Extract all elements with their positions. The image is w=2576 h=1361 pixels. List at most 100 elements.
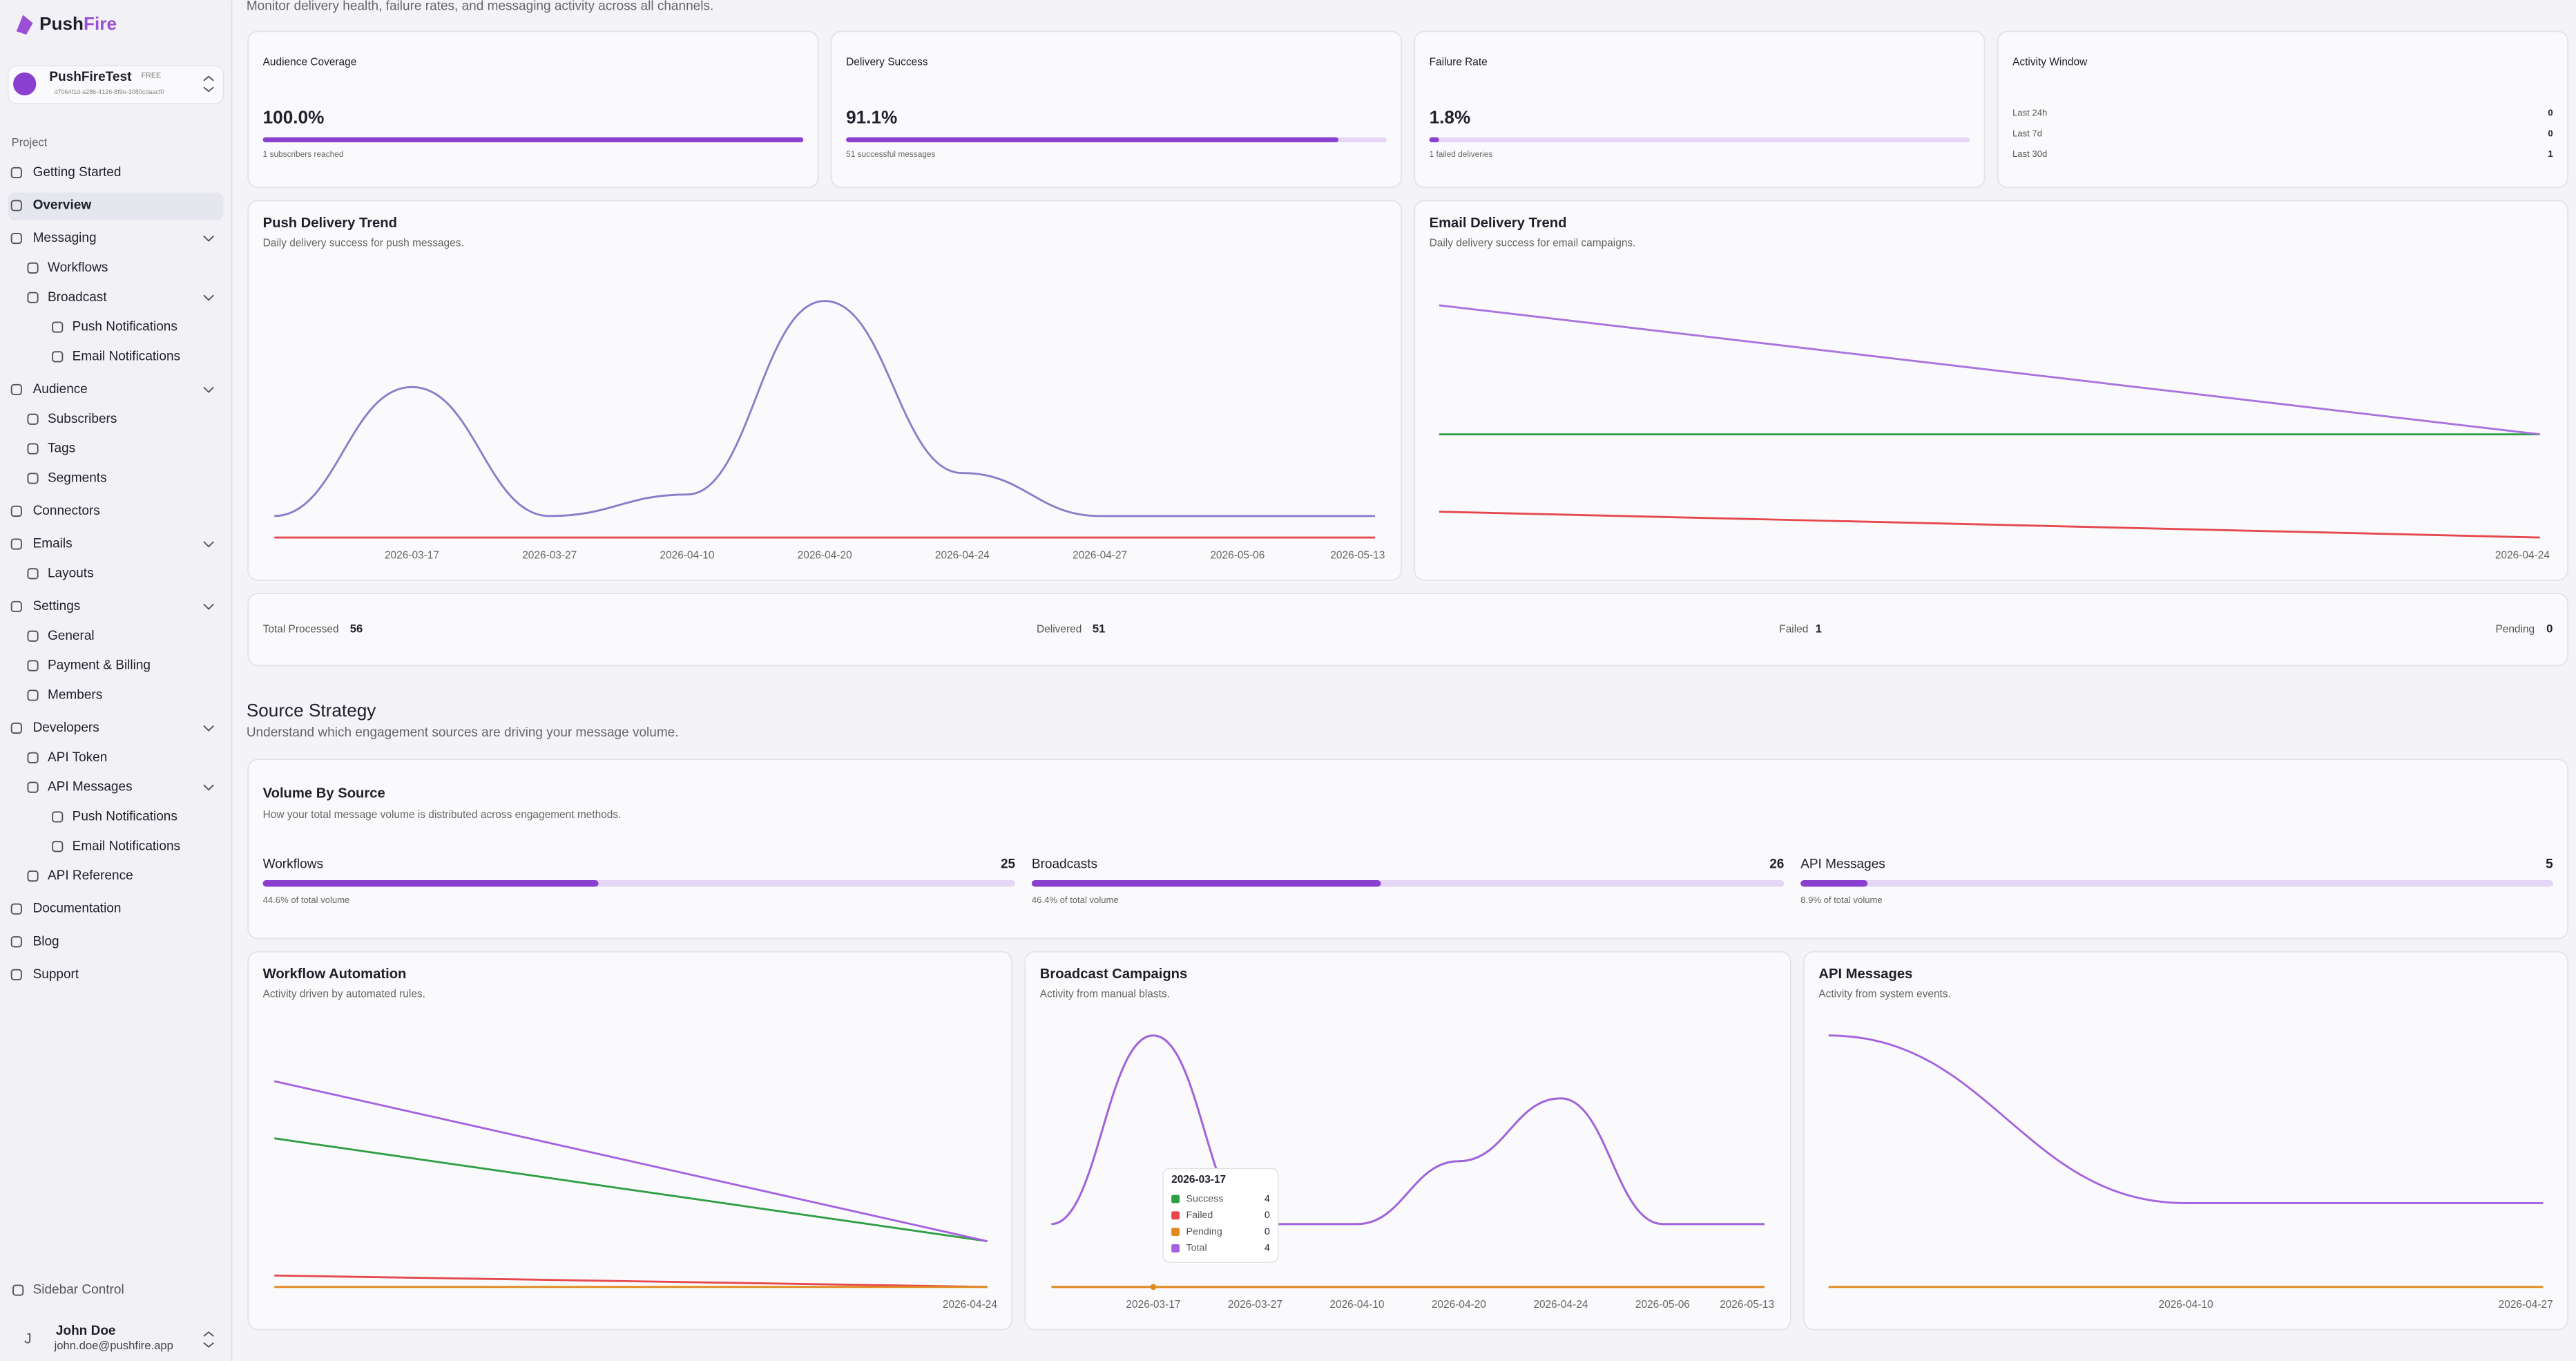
activity-label: Last 30d	[2012, 149, 2047, 159]
series-line	[1439, 304, 2540, 436]
cards	[247, 30, 2569, 1331]
nav-item[interactable]: Blog	[33, 934, 59, 949]
stat-value: 91.1%	[846, 106, 897, 127]
chevron	[203, 294, 214, 301]
nav-item[interactable]: Workflows	[48, 260, 108, 275]
nav-item[interactable]: Members	[48, 687, 102, 702]
user-avatar: J	[24, 1331, 32, 1347]
nav-icon	[10, 969, 22, 980]
stat-title: Delivery Success	[846, 57, 928, 68]
x-tick-label: 2026-04-27	[1073, 549, 1127, 561]
tooltip-title: 2026-03-17	[1171, 1174, 1226, 1186]
nav-item[interactable]: Push Notifications	[73, 320, 177, 334]
chart-title: API Messages	[1818, 967, 1912, 982]
x-tick-label: 2026-04-10	[2159, 1299, 2213, 1311]
summary-value: 1	[1816, 622, 1822, 636]
legend-swatch	[1171, 1228, 1180, 1237]
progress-track	[1429, 137, 1970, 142]
brand-name: Push	[39, 13, 84, 34]
nav-item[interactable]: Emails	[33, 537, 73, 551]
sidebar-control[interactable]: Sidebar Control	[33, 1283, 124, 1297]
updown	[203, 1331, 214, 1348]
nav-item[interactable]: Payment & Billing	[48, 658, 151, 673]
nav-icon	[10, 383, 22, 396]
nav-icon	[52, 811, 64, 823]
nav-item[interactable]: API Token	[48, 750, 107, 765]
nav-item[interactable]: Audience	[33, 382, 88, 397]
legend-swatch	[1171, 1244, 1180, 1253]
nav-item[interactable]: Email Notifications	[73, 349, 180, 363]
section-title: Source Strategy	[247, 700, 376, 721]
nav-icon	[10, 600, 22, 613]
nav-item[interactable]: Segments	[48, 470, 107, 485]
card-title: Volume By Source	[263, 786, 385, 801]
chart-title: Email Delivery Trend	[1430, 216, 1567, 231]
x-tick-label: 2026-05-13	[1720, 1299, 1774, 1311]
x-tick-label: 2026-04-24	[943, 1299, 997, 1311]
x-tick-label: 2026-04-20	[1432, 1299, 1486, 1311]
nav-icon	[10, 936, 22, 948]
stat-note: 1 failed deliveries	[1430, 149, 1493, 159]
nav-item[interactable]: API Reference	[48, 868, 133, 883]
nav-item[interactable]: Developers	[33, 721, 99, 735]
chart-subtitle: Activity from manual blasts.	[1040, 988, 1170, 1000]
activity-value: 0	[2548, 128, 2553, 138]
summary-value: 56	[350, 622, 363, 636]
nav-item[interactable]: Tags	[48, 441, 75, 456]
nav-item[interactable]: Documentation	[33, 902, 122, 916]
section-label: Project	[12, 136, 48, 149]
tooltip-label: Total	[1186, 1243, 1207, 1254]
active-dot	[1150, 1284, 1157, 1291]
nav-icon	[27, 752, 39, 763]
legend-swatch	[1171, 1195, 1180, 1203]
nav-item[interactable]: API Messages	[48, 780, 133, 794]
nav-item[interactable]: Getting Started	[33, 165, 122, 180]
series-line	[274, 300, 1376, 517]
nav-item[interactable]: Overview	[33, 198, 92, 213]
chevron	[203, 386, 214, 393]
user-email: john.doe@pushfire.app	[54, 1339, 173, 1352]
project-switcher[interactable]	[8, 65, 224, 104]
chevron	[203, 235, 214, 242]
nav-item[interactable]: Email Notifications	[73, 839, 180, 853]
source-name: Broadcasts	[1032, 857, 1097, 871]
nav-icon	[10, 505, 22, 517]
nav-item[interactable]: Connectors	[33, 504, 100, 518]
series-line	[1439, 511, 2540, 539]
summary-label: Failed	[1779, 623, 1808, 635]
series-line	[274, 1137, 988, 1243]
nav-item[interactable]: Support	[33, 967, 79, 982]
tooltip-value: 4	[1265, 1193, 1270, 1204]
nav-item[interactable]: Subscribers	[48, 412, 117, 426]
logo	[16, 15, 33, 35]
card-subtitle: How your total message volume is distrib…	[263, 809, 622, 821]
tooltip-value: 0	[1265, 1210, 1270, 1221]
chart-title: Broadcast Campaigns	[1040, 967, 1187, 982]
x-tick-label: 2026-04-27	[2499, 1299, 2553, 1311]
page-subtitle: Monitor delivery health, failure rates, …	[247, 0, 713, 14]
x-tick-label: 2026-05-13	[1330, 549, 1385, 561]
tooltip-label: Failed	[1186, 1210, 1213, 1221]
x-tick-label: 2026-05-06	[1635, 1299, 1690, 1311]
progress-track	[1800, 880, 2553, 887]
summary-value: 51	[1093, 622, 1106, 636]
x-tick-label: 2026-05-06	[1210, 549, 1265, 561]
stat-title: Failure Rate	[1430, 57, 1488, 68]
nav-item[interactable]: General	[48, 629, 95, 643]
nav-item[interactable]: Broadcast	[48, 290, 107, 305]
progress-bar	[1800, 880, 1868, 887]
nav-icon	[52, 351, 64, 363]
nav-icon	[52, 321, 64, 333]
nav-item[interactable]: Layouts	[48, 566, 94, 580]
source-share: 8.9% of total volume	[1800, 895, 1883, 905]
progress-bar	[1429, 137, 1439, 142]
nav-item[interactable]: Settings	[33, 599, 81, 613]
activity-label: Last 24h	[2012, 108, 2047, 118]
x-tick-label: 2026-03-27	[1228, 1299, 1282, 1311]
nav-item[interactable]: Messaging	[33, 231, 97, 245]
chart-title: Workflow Automation	[263, 967, 407, 982]
nav-item[interactable]: Push Notifications	[73, 809, 177, 824]
nav-icon	[10, 538, 22, 550]
source-count: 25	[1001, 857, 1016, 871]
progress-bar	[262, 880, 599, 887]
